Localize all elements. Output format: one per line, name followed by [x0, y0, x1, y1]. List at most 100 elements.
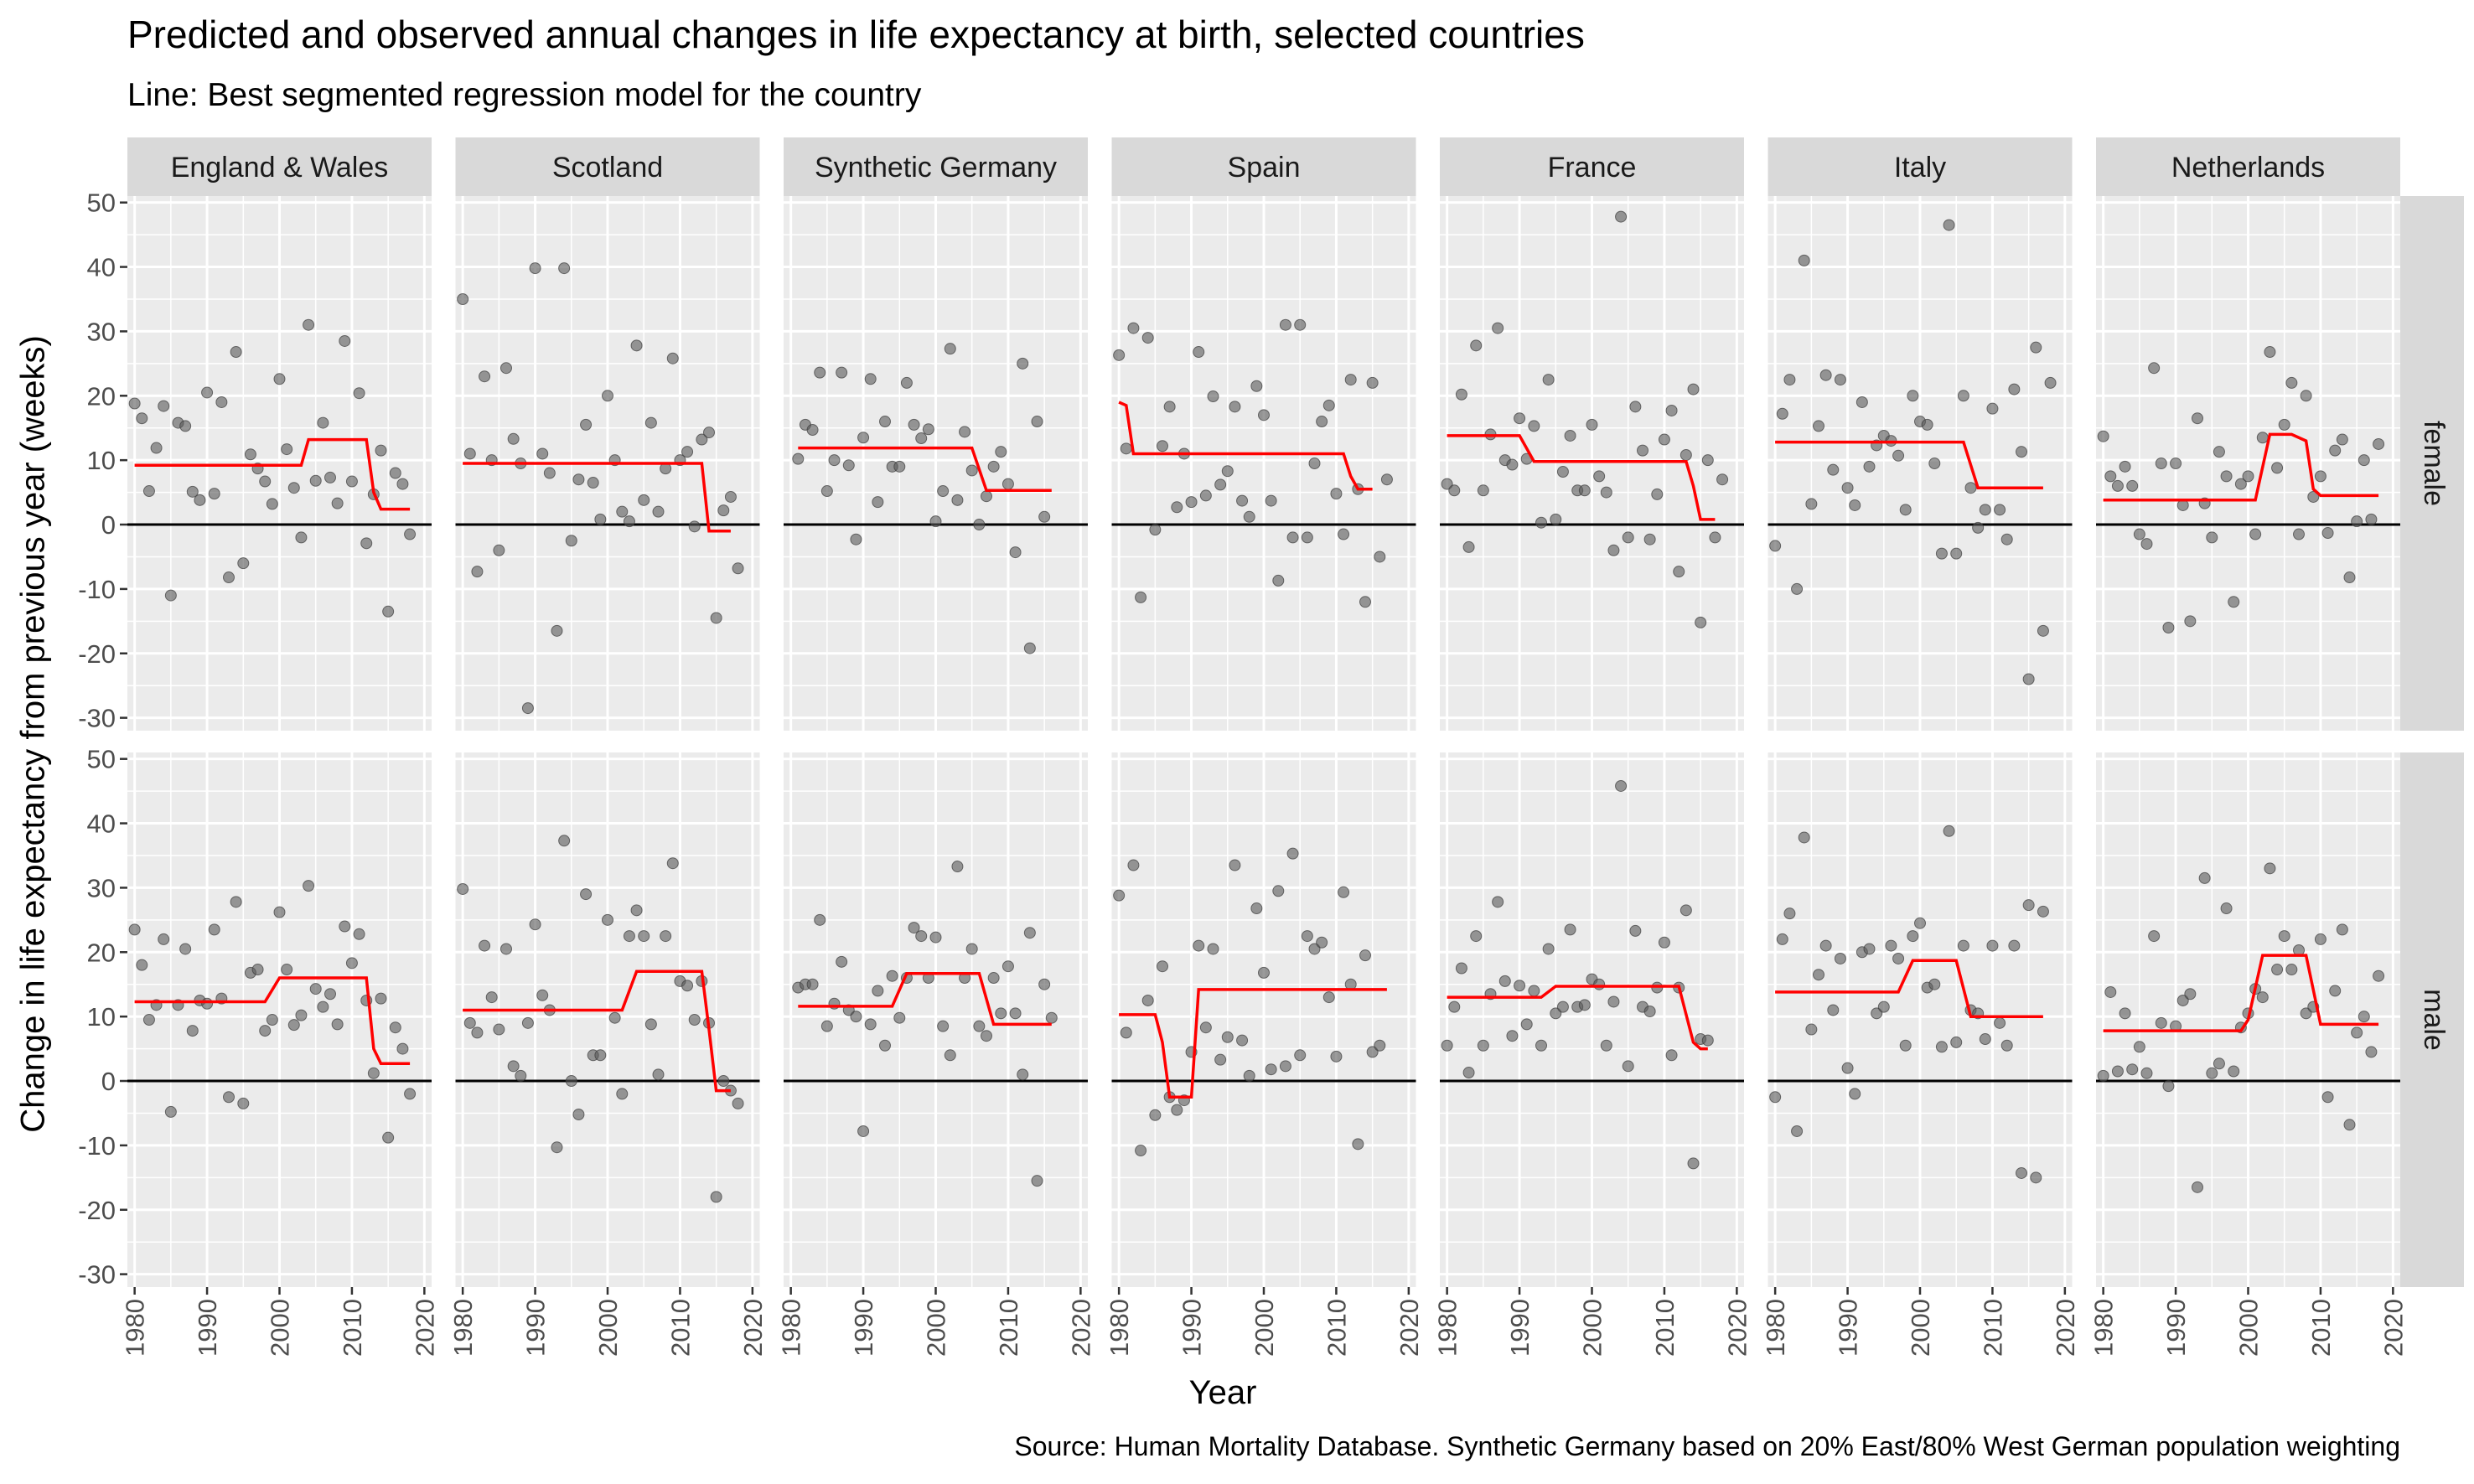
data-point	[652, 505, 665, 518]
x-tick-label: 1980	[2089, 1299, 2119, 1357]
data-point	[2104, 985, 2117, 998]
data-point	[688, 520, 701, 533]
data-point	[396, 1042, 409, 1055]
data-point	[1986, 402, 1999, 415]
data-point	[944, 343, 956, 355]
data-point	[594, 1049, 607, 1062]
x-tick-label: 1980	[1433, 1299, 1462, 1357]
data-point	[666, 352, 679, 365]
data-point	[1769, 1091, 1782, 1104]
data-point	[2271, 462, 2284, 474]
data-point	[1863, 943, 1876, 955]
data-point	[1002, 960, 1014, 973]
data-point	[463, 447, 476, 460]
data-point	[1658, 936, 1670, 949]
data-point	[142, 1014, 155, 1026]
data-point	[2321, 527, 2334, 540]
data-point	[981, 1030, 992, 1042]
data-point	[565, 1075, 577, 1088]
data-point	[558, 262, 571, 275]
data-point	[981, 490, 992, 503]
x-tick-label: 2010	[1650, 1299, 1680, 1357]
data-point	[1776, 933, 1788, 945]
y-tick-label: 20	[87, 938, 116, 967]
data-point	[273, 373, 286, 385]
x-tick-label: 2020	[1066, 1299, 1095, 1357]
data-point	[136, 959, 148, 971]
data-point	[164, 589, 177, 602]
data-point	[1199, 1021, 1212, 1034]
data-point	[1135, 1145, 1147, 1157]
data-point	[1221, 465, 1234, 478]
data-point	[1899, 1039, 1912, 1052]
data-point	[2162, 1080, 2175, 1093]
model-line	[463, 970, 731, 1093]
data-point	[2037, 905, 2049, 918]
data-point	[2206, 531, 2218, 544]
data-point	[1695, 616, 1707, 628]
data-point	[1914, 917, 1926, 929]
data-point	[638, 930, 650, 943]
data-point	[2213, 1057, 2225, 1070]
data-point	[1243, 1069, 1255, 1082]
data-point	[1528, 420, 1540, 432]
data-point	[2030, 1171, 2042, 1184]
data-point	[1798, 831, 1810, 844]
data-point	[1957, 390, 1969, 402]
data-point	[886, 970, 898, 982]
data-point	[2329, 444, 2342, 457]
data-point	[1157, 960, 1168, 973]
series-italy-male	[1769, 825, 2049, 1184]
data-point	[1514, 412, 1526, 425]
series-scotland-female	[457, 262, 744, 715]
data-point	[389, 1021, 401, 1034]
facet-strip-label: Netherlands	[2171, 152, 2325, 184]
data-point	[1783, 907, 1796, 920]
data-point	[1294, 1049, 1307, 1062]
facet-strip-label: Synthetic Germany	[815, 152, 1057, 184]
data-point	[1769, 540, 1782, 552]
data-point	[396, 478, 409, 490]
data-point	[2155, 1016, 2167, 1029]
x-tick-label: 2020	[2051, 1299, 2080, 1357]
data-point	[1849, 499, 1861, 511]
data-point	[965, 943, 978, 955]
data-point	[1308, 458, 1321, 469]
data-point	[1185, 496, 1198, 509]
data-point	[457, 292, 469, 305]
x-tick-label: 2010	[1322, 1299, 1351, 1357]
data-point	[1935, 547, 1948, 560]
data-point	[1113, 889, 1126, 902]
x-tick-label: 1980	[1761, 1299, 1790, 1357]
data-point	[2111, 479, 2124, 492]
y-axis-title: Change in life expectancy from previous …	[14, 335, 52, 1133]
data-point	[1120, 442, 1132, 455]
data-point	[1141, 332, 1154, 344]
x-tick-label: 2010	[2306, 1299, 2336, 1357]
data-point	[1009, 1007, 1022, 1020]
data-point	[2220, 470, 2233, 483]
facet-strip-label: England & Wales	[171, 152, 389, 184]
data-point	[1943, 825, 1955, 837]
data-point	[266, 498, 278, 510]
data-point	[2351, 1026, 2363, 1039]
data-point	[507, 432, 520, 445]
data-point	[638, 494, 650, 506]
y-tick-label: 10	[87, 446, 116, 475]
data-point	[521, 702, 534, 715]
data-point	[1038, 510, 1051, 523]
data-point	[179, 420, 192, 432]
data-point	[1528, 985, 1540, 997]
data-point	[1834, 374, 1846, 386]
series-spain-male	[1113, 847, 1387, 1157]
data-point	[1827, 1004, 1840, 1016]
chart-caption: Source: Human Mortality Database. Synthe…	[1014, 1431, 2400, 1461]
y-tick-label: 30	[87, 317, 116, 346]
data-point	[1338, 886, 1350, 898]
data-point	[201, 997, 214, 1010]
data-point	[536, 447, 549, 460]
facet-strip-female	[2400, 196, 2464, 731]
data-point	[594, 513, 607, 525]
data-point	[1374, 551, 1386, 563]
data-point	[1907, 930, 1919, 943]
